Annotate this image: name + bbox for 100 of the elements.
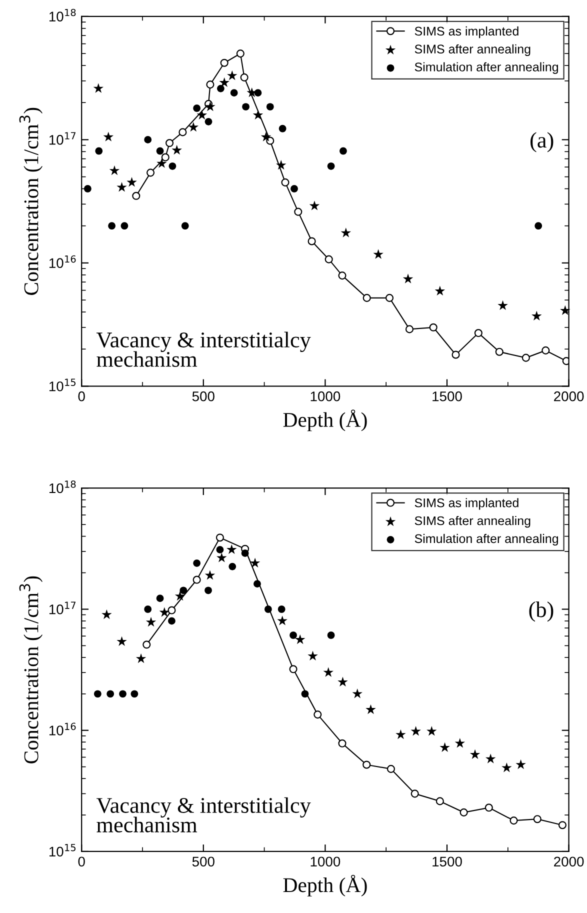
- point: [396, 729, 406, 740]
- point: [106, 690, 114, 698]
- point: [254, 580, 261, 588]
- point: [93, 83, 104, 93]
- point: [522, 354, 530, 362]
- point: [290, 632, 297, 639]
- point: [230, 89, 238, 96]
- point: [452, 350, 460, 359]
- legend-label: SIMS after annealing: [414, 44, 530, 56]
- y-tick-label: 10$^{18}$: [49, 480, 76, 494]
- legend-label: SIMS as implanted: [414, 26, 518, 38]
- y-axis-title: Concentration (1/cm$^{3}$): [19, 576, 43, 764]
- point: [485, 754, 496, 764]
- point: [172, 144, 182, 155]
- point: [338, 739, 346, 748]
- point: [558, 821, 566, 830]
- point: [290, 185, 298, 192]
- point: [168, 617, 176, 625]
- point: [242, 103, 250, 110]
- point: [94, 690, 102, 698]
- point: [204, 586, 212, 594]
- point: [204, 570, 216, 580]
- point: [460, 808, 468, 816]
- x-tick-label: 2000: [554, 391, 584, 402]
- point: [534, 222, 542, 230]
- point: [84, 185, 92, 192]
- point: [146, 168, 155, 177]
- point: [156, 158, 167, 168]
- x-tick-label: 1500: [432, 856, 462, 867]
- point: [294, 634, 306, 644]
- point: [161, 153, 170, 162]
- point: [95, 147, 103, 155]
- point: [373, 249, 384, 259]
- annotation: Vacancy & interstitialcy mechanism: [96, 797, 311, 832]
- point: [429, 323, 438, 332]
- point: [434, 286, 446, 296]
- point: [241, 550, 249, 557]
- y-tick-label: 10$^{16}$: [49, 255, 76, 268]
- point: [474, 329, 482, 338]
- point: [385, 294, 394, 302]
- point: [220, 58, 228, 67]
- point: [120, 222, 128, 230]
- x-tick-label: 0: [78, 391, 85, 402]
- point: [130, 690, 138, 698]
- y-tick-label: 10$^{18}$: [49, 8, 76, 22]
- point: [266, 103, 274, 110]
- point: [327, 632, 335, 639]
- point: [250, 558, 260, 568]
- point: [278, 606, 286, 613]
- annotation: (b): [529, 602, 554, 622]
- point: [436, 797, 444, 806]
- x-tick-label: 500: [192, 391, 214, 402]
- point: [116, 636, 127, 646]
- point: [102, 609, 112, 620]
- point: [440, 742, 450, 752]
- point: [410, 790, 419, 798]
- point: [308, 650, 318, 660]
- point: [301, 690, 309, 698]
- point: [340, 147, 347, 155]
- point: [562, 357, 569, 366]
- point: [276, 160, 286, 170]
- point: [405, 325, 414, 334]
- point: [146, 616, 156, 627]
- point: [216, 546, 224, 554]
- point: [109, 165, 120, 176]
- point: [168, 606, 176, 614]
- point: [240, 73, 248, 82]
- point: [252, 110, 264, 120]
- point: [532, 310, 542, 321]
- y-axis-title: Concentration (1/cm$^{3}$): [19, 108, 43, 295]
- point: [495, 348, 504, 356]
- point: [166, 138, 174, 148]
- point: [132, 192, 140, 200]
- point: [352, 688, 362, 698]
- point: [216, 552, 227, 562]
- point: [502, 762, 512, 772]
- point: [498, 300, 508, 310]
- legend-label: Simulation after annealing: [414, 62, 558, 74]
- point: [510, 816, 518, 825]
- y-tick-label: 10$^{16}$: [49, 722, 76, 736]
- point: [196, 110, 208, 120]
- x-tick-label: 2000: [554, 856, 584, 867]
- legend-label: SIMS after annealing: [414, 516, 530, 528]
- point: [193, 559, 200, 567]
- point: [338, 272, 346, 280]
- legend-label: SIMS as implanted: [414, 498, 518, 510]
- point: [180, 586, 188, 594]
- point: [386, 764, 395, 773]
- point: [294, 208, 302, 216]
- point: [142, 640, 151, 649]
- point: [366, 704, 376, 714]
- x-axis-title: Depth (Å): [283, 874, 367, 896]
- point: [277, 616, 288, 626]
- point: [542, 346, 550, 354]
- point: [103, 132, 114, 142]
- point: [144, 606, 152, 613]
- point: [289, 665, 298, 674]
- point: [254, 89, 262, 96]
- point: [323, 667, 334, 677]
- x-tick-label: 0: [78, 856, 85, 867]
